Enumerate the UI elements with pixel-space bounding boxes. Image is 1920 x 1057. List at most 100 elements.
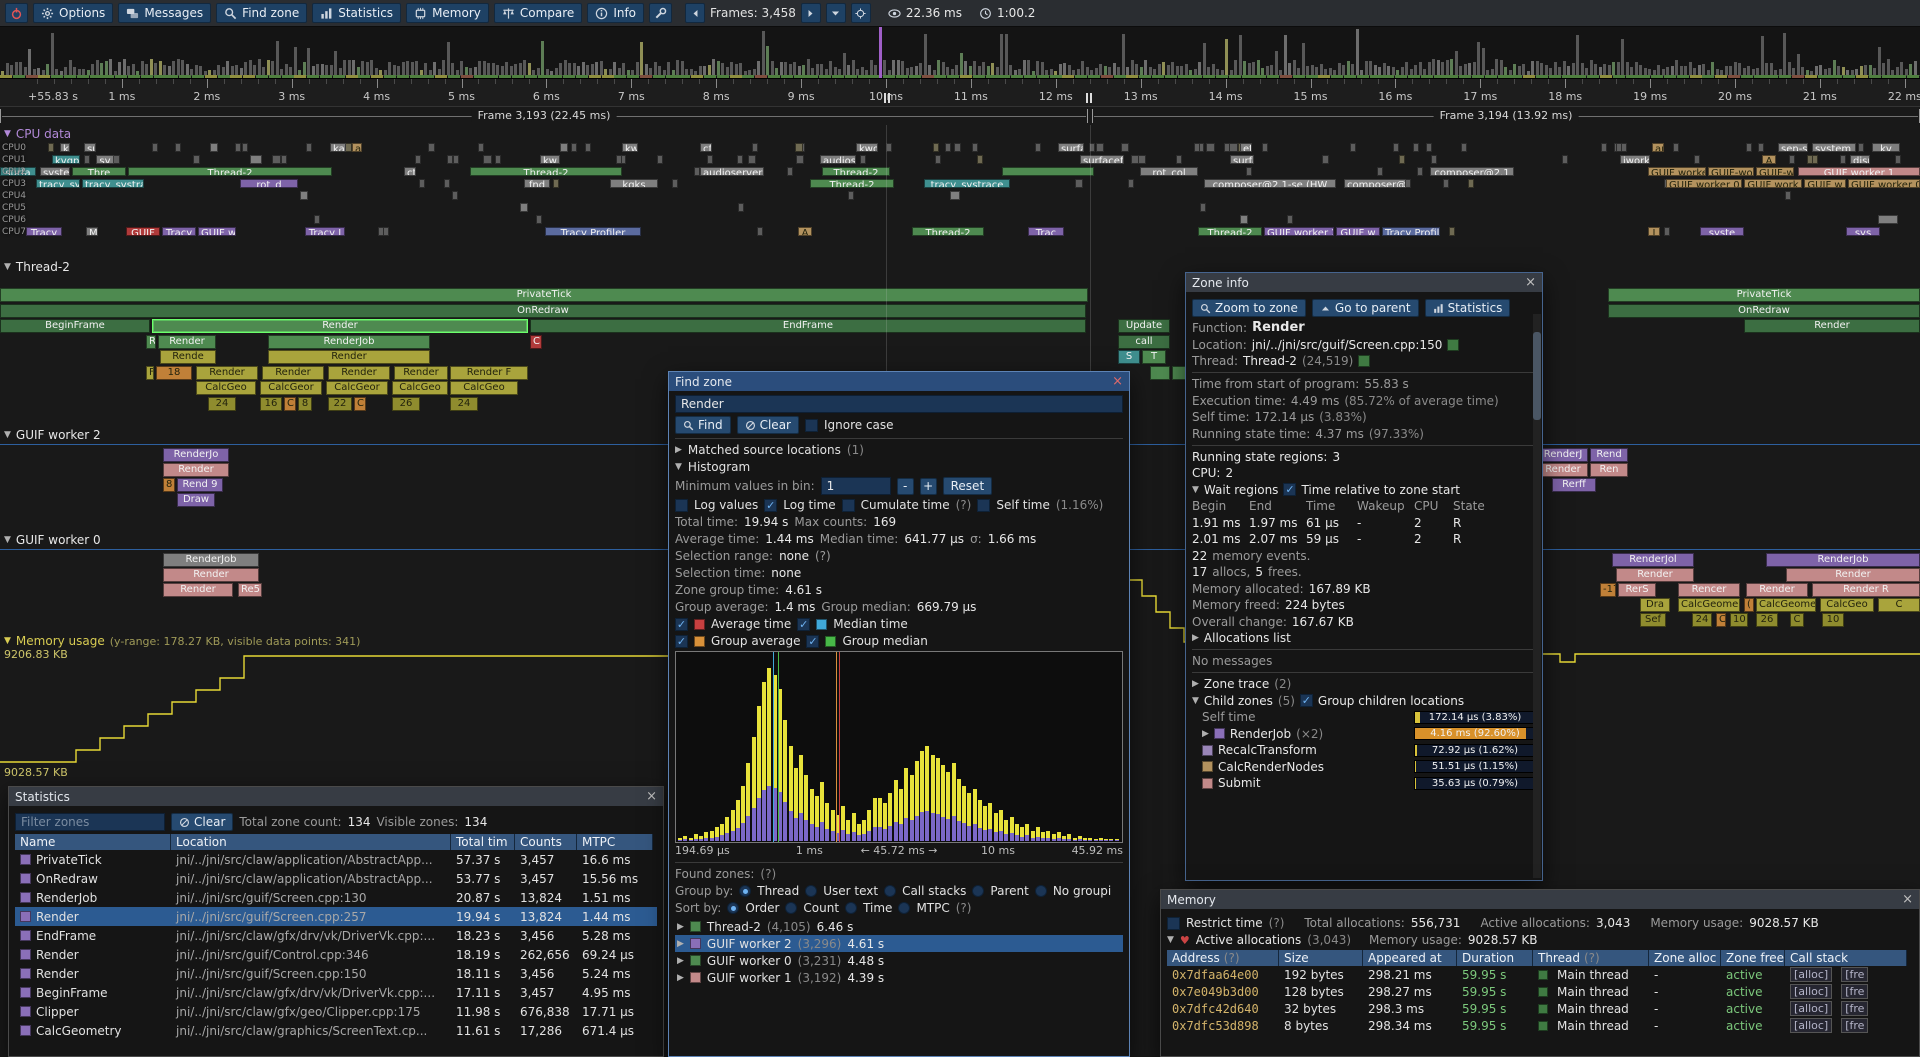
close-icon[interactable]: × bbox=[1902, 892, 1913, 907]
frames-row[interactable]: Frame 3,193 (22.45 ms) Frame 3,194 (13.92… bbox=[0, 107, 1920, 125]
column-header[interactable]: Location bbox=[171, 834, 451, 850]
find-button[interactable]: Find bbox=[675, 416, 731, 434]
timeline-zone[interactable]: CalcGeo bbox=[196, 381, 256, 395]
cpu-zone[interactable]: su bbox=[84, 143, 96, 152]
timeline-zone[interactable]: Render F bbox=[450, 365, 528, 380]
column-header[interactable]: Duration bbox=[1457, 950, 1533, 966]
timeline-zone[interactable]: EndFrame bbox=[530, 319, 1086, 333]
messages-button[interactable]: Messages bbox=[118, 3, 212, 23]
info-button[interactable]: Info bbox=[587, 3, 645, 23]
cpu-zone[interactable]: Thre bbox=[72, 167, 126, 176]
ignore-case-checkbox[interactable] bbox=[804, 418, 818, 432]
sort-by-radio[interactable] bbox=[727, 902, 740, 914]
thread-color-icon[interactable] bbox=[1358, 355, 1371, 367]
sort-by-radio[interactable] bbox=[845, 902, 858, 914]
cpu-zone[interactable]: GUIF-work bbox=[1708, 167, 1754, 176]
cpu-zone[interactable]: Thread-2 bbox=[912, 227, 984, 236]
cpu-zone[interactable]: surfac bbox=[1230, 155, 1254, 164]
timeline-zone[interactable]: OnRedraw bbox=[0, 303, 1086, 318]
cpu-zone[interactable]: GUIF worker 0 bbox=[1648, 167, 1706, 176]
timeline-zone[interactable]: Draw bbox=[177, 493, 215, 507]
cpu-data-section-header[interactable]: ▼ CPU data bbox=[4, 127, 71, 141]
child-zone-row[interactable]: ▶ RenderJob (×2) 4.16 ms (92.60%) bbox=[1192, 727, 1536, 741]
timeline-zone[interactable]: Rend bbox=[1590, 448, 1628, 462]
column-header[interactable]: Total tim bbox=[451, 834, 515, 850]
timeline-zone[interactable]: Ren bbox=[1590, 463, 1628, 477]
cpu-zone[interactable]: Tracy bbox=[162, 227, 196, 236]
allocation-row[interactable]: 0x7e049b3d00 128 bytes 298.27 ms 59.95 s Mai… bbox=[1167, 983, 1913, 1000]
cpu-zone[interactable]: Thread-2 bbox=[810, 179, 894, 188]
cpu-zone[interactable]: GUIF worker 1 bbox=[1798, 167, 1920, 176]
timeline-zone[interactable]: RenderJol bbox=[1612, 553, 1694, 567]
find-zone-button[interactable]: Find zone bbox=[216, 3, 308, 23]
cpu-zone[interactable]: GUIF wor bbox=[198, 227, 236, 236]
timeline-zone[interactable]: T bbox=[1142, 350, 1166, 364]
timeline-zone[interactable]: RenderJob bbox=[1766, 553, 1920, 567]
cpu-zone[interactable]: GUIF-w bbox=[1756, 167, 1794, 176]
call-stack-frame[interactable]: [alloc] bbox=[1790, 967, 1833, 982]
timeline-zone[interactable]: 26 bbox=[1756, 613, 1778, 627]
find-zone-search-input[interactable]: Render bbox=[675, 395, 1123, 413]
column-header[interactable]: Address (?) bbox=[1167, 950, 1279, 966]
allocation-row[interactable]: 0x7dfc42d640 32 bytes 298.3 ms 59.95 s Main … bbox=[1167, 1000, 1913, 1017]
cpu-zone[interactable]: system_s bbox=[1812, 143, 1856, 152]
cpu-zone[interactable]: GUIF work bbox=[1744, 179, 1802, 188]
cpu-zone[interactable]: rot_col bbox=[1140, 167, 1198, 176]
timeline-zone[interactable] bbox=[1150, 365, 1170, 380]
next-frame-button[interactable] bbox=[800, 3, 821, 23]
call-stack-frame[interactable]: [alloc] bbox=[1790, 1001, 1833, 1016]
table-row[interactable]: BeginFrame jni/../jni/src/claw/gfx/drv/vk… bbox=[15, 983, 657, 1002]
child-zone-row[interactable]: CalcRenderNodes 51.51 μs (1.15%) bbox=[1192, 760, 1536, 774]
child-zone-row[interactable]: Self time 172.14 μs (3.83%) bbox=[1192, 710, 1536, 724]
cpu-zone[interactable]: kv bbox=[1872, 143, 1900, 152]
timeline-zone[interactable]: Render bbox=[196, 365, 258, 380]
cpu-zone[interactable] bbox=[560, 143, 568, 152]
timeline-zone[interactable]: Render bbox=[152, 319, 528, 333]
timeline-zone[interactable]: Render bbox=[163, 463, 229, 477]
cpu-zone[interactable]: audioserver /audio bbox=[700, 167, 764, 176]
option-checkbox[interactable] bbox=[675, 498, 688, 512]
timeline-zone[interactable]: C bbox=[1878, 598, 1920, 612]
cpu-zone[interactable]: cfr bbox=[700, 143, 712, 152]
table-row[interactable]: CalcGeometry jni/../jni/src/claw/graphics… bbox=[15, 1021, 657, 1040]
timeline-zone[interactable]: Update bbox=[1118, 319, 1170, 333]
column-header[interactable]: Appeared at bbox=[1363, 950, 1457, 966]
cpu-zone[interactable] bbox=[1002, 167, 1094, 176]
cpu-zone[interactable] bbox=[520, 203, 528, 212]
timeline-zone[interactable]: Render bbox=[163, 568, 259, 582]
cpu-zone[interactable]: surfacel bbox=[1058, 143, 1084, 152]
timeline-zone[interactable]: 24 bbox=[208, 396, 236, 411]
cpu-zone[interactable]: audioser bbox=[820, 155, 856, 164]
memory-titlebar[interactable]: Memory × bbox=[1161, 890, 1919, 909]
timeline-zone[interactable]: Render R bbox=[1812, 583, 1920, 597]
reset-button[interactable]: Reset bbox=[942, 477, 993, 495]
wrench-button[interactable] bbox=[649, 3, 673, 23]
timeline-zone[interactable] bbox=[1172, 365, 1186, 380]
group-by-radio[interactable] bbox=[1034, 885, 1047, 897]
timeline-zone[interactable]: RenderJob bbox=[163, 553, 259, 567]
cpu-zone[interactable]: Thread-2 bbox=[128, 167, 332, 176]
table-row[interactable]: OnRedraw jni/../jni/src/claw/application/… bbox=[15, 869, 657, 888]
timeline-zone[interactable]: RerS bbox=[1618, 583, 1656, 597]
cpu-zone[interactable]: kw bbox=[540, 155, 560, 164]
found-zone-group[interactable]: ▶ GUIF worker 2 (3,296) 4.61 s bbox=[675, 935, 1123, 952]
compare-button[interactable]: Compare bbox=[493, 3, 583, 23]
cpu-zone[interactable]: composer@2.1 bbox=[1430, 167, 1514, 176]
call-stack-frame[interactable]: [alloc] bbox=[1790, 984, 1833, 999]
memory-button[interactable]: Memory bbox=[406, 3, 489, 23]
timeline-zone[interactable]: Render bbox=[1744, 319, 1920, 333]
focus-frame-button[interactable] bbox=[850, 3, 871, 23]
timeline-zone[interactable]: Render bbox=[1538, 463, 1588, 477]
call-stack-frame[interactable]: [fre bbox=[1841, 1001, 1869, 1016]
cpu-zone[interactable]: A bbox=[1762, 155, 1776, 164]
cpu-zone[interactable]: GUIF worker 2 bbox=[1264, 227, 1334, 236]
cpu-zone[interactable]: Tracy Profiler bbox=[1382, 227, 1440, 236]
matched-source-locations[interactable]: ▶ Matched source locations (1) bbox=[675, 443, 1123, 457]
option-checkbox[interactable]: ✓ bbox=[764, 498, 778, 512]
group-by-radio[interactable] bbox=[805, 885, 818, 897]
timeline-zone[interactable]: S bbox=[1118, 350, 1140, 364]
frame-timeline-graph[interactable] bbox=[0, 27, 1920, 79]
timeline-zone[interactable]: Render bbox=[1746, 583, 1808, 597]
column-header[interactable]: Size bbox=[1279, 950, 1363, 966]
table-row[interactable]: PrivateTick jni/../jni/src/claw/applicati… bbox=[15, 850, 657, 869]
